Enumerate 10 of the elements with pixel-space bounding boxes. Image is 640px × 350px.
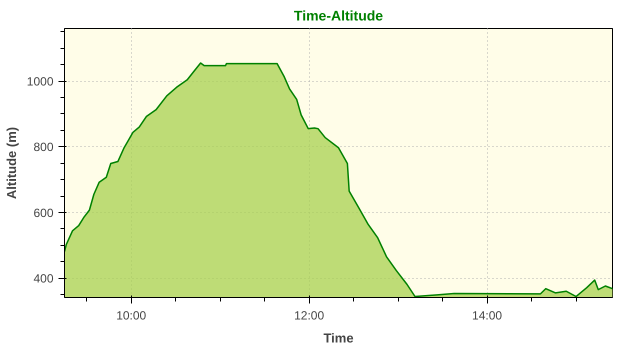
y-axis-title: Altitude (m) — [4, 126, 19, 200]
y-tick-label: 600 — [33, 206, 54, 220]
x-tick-label: 10:00 — [116, 308, 147, 322]
y-tick-label: 800 — [33, 140, 54, 154]
y-tick-label: 1000 — [26, 74, 54, 89]
chart-title: Time-Altitude — [294, 8, 384, 24]
x-tick-label: 14:00 — [472, 308, 502, 322]
x-axis-title: Time — [323, 330, 354, 346]
x-tick-label: 12:00 — [294, 308, 324, 322]
y-tick-label: 400 — [33, 272, 54, 286]
